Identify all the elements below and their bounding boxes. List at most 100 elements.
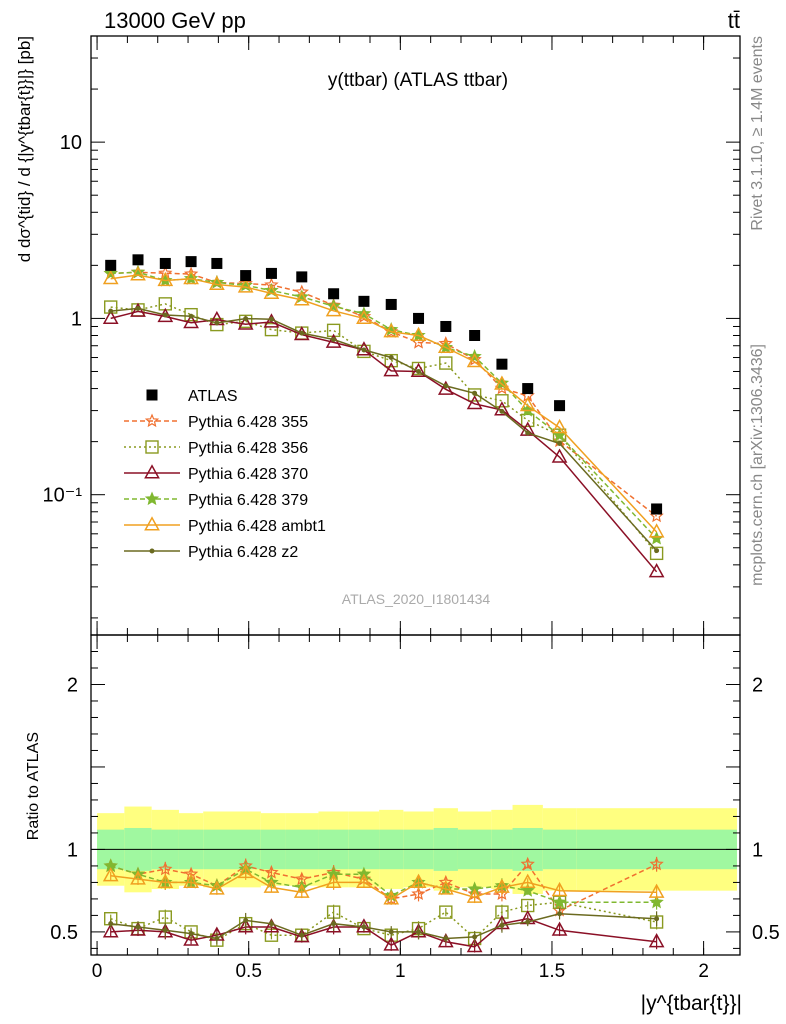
ratio-point-pythia-6-428-ambt1 bbox=[410, 873, 427, 888]
series-point-pythia-6-428-z2 bbox=[135, 305, 141, 311]
ratio-point-pythia-6-428-z2 bbox=[443, 936, 449, 942]
ratio-y-axis-label: Ratio to ATLAS bbox=[25, 732, 42, 840]
series-point-pythia-6-428-ambt1 bbox=[130, 266, 146, 281]
x-tick-label: 1.5 bbox=[539, 961, 565, 982]
ratio-point-pythia-6-428-z2 bbox=[188, 931, 194, 937]
ratio-point-pythia-6-428-370 bbox=[356, 918, 372, 933]
ratio-tick-label-left: 2 bbox=[67, 674, 78, 696]
ratio-point-pythia-6-428-ambt1 bbox=[237, 863, 254, 879]
series-point-pythia-6-428-356 bbox=[264, 322, 279, 337]
ratio-point-pythia-6-428-356 bbox=[439, 905, 453, 919]
x-tick-label: 2 bbox=[698, 961, 709, 982]
data-point bbox=[211, 257, 223, 269]
series-point-pythia-6-428-370 bbox=[437, 380, 454, 395]
series-point-pythia-6-428-ambt1 bbox=[102, 269, 119, 285]
ratio-point-pythia-6-428-ambt1 bbox=[466, 888, 483, 903]
x-axis-label: |y^{tbar{t}}| bbox=[641, 992, 742, 1015]
ratio-point-pythia-6-428-ambt1 bbox=[383, 890, 400, 905]
series-point-pythia-6-428-ambt1 bbox=[293, 291, 310, 306]
analysis-label: ATLAS_2020_I1801434 bbox=[342, 591, 491, 607]
ratio-point-pythia-6-428-370 bbox=[237, 918, 254, 933]
legend-label: Pythia 6.428 ambt1 bbox=[188, 518, 326, 535]
series-point-pythia-6-428-370 bbox=[237, 315, 254, 330]
ratio-point-pythia-6-428-ambt1 bbox=[208, 880, 225, 895]
data-point bbox=[554, 400, 566, 412]
ratio-point-pythia-6-428-ambt1 bbox=[325, 873, 342, 888]
ratio-point-pythia-6-428-370 bbox=[325, 918, 342, 933]
ratio-point-pythia-6-428-z2 bbox=[135, 924, 141, 930]
ratio-point-pythia-6-428-355 bbox=[649, 856, 664, 871]
ratio-point-pythia-6-428-z2 bbox=[331, 921, 337, 927]
data-point bbox=[496, 358, 508, 370]
ratio-tick-label-left: 0.5 bbox=[50, 922, 78, 944]
series-point-pythia-6-428-356 bbox=[521, 413, 535, 428]
series-point-pythia-6-428-370 bbox=[383, 362, 400, 377]
series-point-pythia-6-428-ambt1 bbox=[237, 278, 254, 293]
ratio-point-pythia-6-428-370 bbox=[130, 921, 146, 936]
x-tick-label: 0.5 bbox=[235, 961, 261, 982]
series-point-pythia-6-428-356 bbox=[649, 546, 664, 561]
series-point-pythia-6-428-370 bbox=[102, 309, 119, 324]
ratio-point-pythia-6-428-ambt1 bbox=[263, 878, 280, 893]
mcplots-label: mcplots.cern.ch [arXiv:1306.3436] bbox=[749, 344, 766, 586]
ratio-point-pythia-6-428-z2 bbox=[416, 929, 422, 935]
legend-marker bbox=[145, 440, 159, 454]
series-point-pythia-6-428-ambt1 bbox=[437, 338, 454, 354]
x-tick-label: 0 bbox=[92, 961, 103, 982]
data-point bbox=[358, 295, 370, 307]
data-point bbox=[105, 259, 117, 271]
series-point-pythia-6-428-z2 bbox=[188, 313, 194, 319]
y-tick-label: 10 bbox=[60, 132, 82, 154]
series-point-pythia-6-428-370 bbox=[466, 395, 483, 410]
ratio-point-pythia-6-428-ambt1 bbox=[183, 873, 199, 888]
series-point-pythia-6-428-z2 bbox=[525, 430, 531, 436]
y-axis-label: d dσ^{tid} / d {|y^{tbar{t}}|} [pb] bbox=[15, 36, 34, 262]
y-tick-label: 10⁻¹ bbox=[43, 485, 83, 507]
data-point bbox=[328, 288, 340, 300]
series-point-pythia-6-428-z2 bbox=[472, 390, 478, 396]
legend-marker bbox=[144, 413, 160, 428]
process-label: tt̄ bbox=[728, 8, 740, 33]
ratio-tick-label-right: 0.5 bbox=[752, 922, 780, 944]
ratio-point-pythia-6-428-ambt1 bbox=[519, 873, 536, 888]
legend-marker-atlas bbox=[146, 389, 158, 401]
legend-label: Pythia 6.428 379 bbox=[188, 492, 308, 509]
series-point-pythia-6-428-ambt1 bbox=[519, 396, 536, 412]
series-point-pythia-6-428-z2 bbox=[214, 320, 220, 326]
series-point-pythia-6-428-ambt1 bbox=[157, 271, 174, 287]
ratio-point-pythia-6-428-z2 bbox=[268, 921, 274, 927]
series-point-pythia-6-428-z2 bbox=[243, 316, 249, 322]
series-line-pythia-6-428-379 bbox=[110, 271, 658, 540]
ratio-tick-label-right: 1 bbox=[752, 839, 763, 861]
ratio-plot-frame bbox=[90, 634, 741, 956]
legend-label: Pythia 6.428 355 bbox=[188, 414, 308, 431]
ratio-point-pythia-6-428-355 bbox=[158, 861, 173, 876]
series-point-pythia-6-428-z2 bbox=[162, 312, 168, 318]
data-point bbox=[185, 256, 197, 268]
ratio-point-pythia-6-428-z2 bbox=[299, 932, 305, 938]
series-point-pythia-6-428-ambt1 bbox=[648, 523, 665, 538]
y-tick-label: 1 bbox=[71, 308, 82, 330]
ratio-point-pythia-6-428-z2 bbox=[472, 934, 478, 940]
data-point bbox=[469, 330, 481, 341]
rivet-label: Rivet 3.1.10, ≥ 1.4M events bbox=[749, 36, 766, 231]
series-point-pythia-6-428-ambt1 bbox=[551, 418, 568, 434]
series-point-pythia-6-428-356 bbox=[184, 307, 198, 322]
ratio-point-pythia-6-428-ambt1 bbox=[157, 873, 174, 888]
ratio-point-pythia-6-428-ambt1 bbox=[551, 881, 568, 897]
ratio-point-pythia-6-428-379 bbox=[520, 883, 535, 897]
series-point-pythia-6-428-356 bbox=[439, 356, 453, 370]
ratio-tick-label-left: 1 bbox=[67, 839, 78, 861]
data-point bbox=[413, 312, 425, 324]
series-point-pythia-6-428-ambt1 bbox=[410, 326, 427, 342]
ratio-point-pythia-6-428-355 bbox=[411, 886, 426, 901]
ratio-point-pythia-6-428-ambt1 bbox=[437, 880, 454, 895]
ratio-line-pythia-6-428-z2 bbox=[110, 913, 657, 940]
series-point-pythia-6-428-ambt1 bbox=[383, 323, 400, 338]
series-point-pythia-6-428-z2 bbox=[499, 408, 505, 414]
ratio-point-pythia-6-428-z2 bbox=[388, 929, 394, 935]
ratio-point-pythia-6-428-355 bbox=[520, 856, 535, 871]
ratio-point-pythia-6-428-ambt1 bbox=[356, 873, 372, 888]
data-point bbox=[651, 503, 663, 515]
series-point-pythia-6-428-370 bbox=[183, 313, 199, 329]
